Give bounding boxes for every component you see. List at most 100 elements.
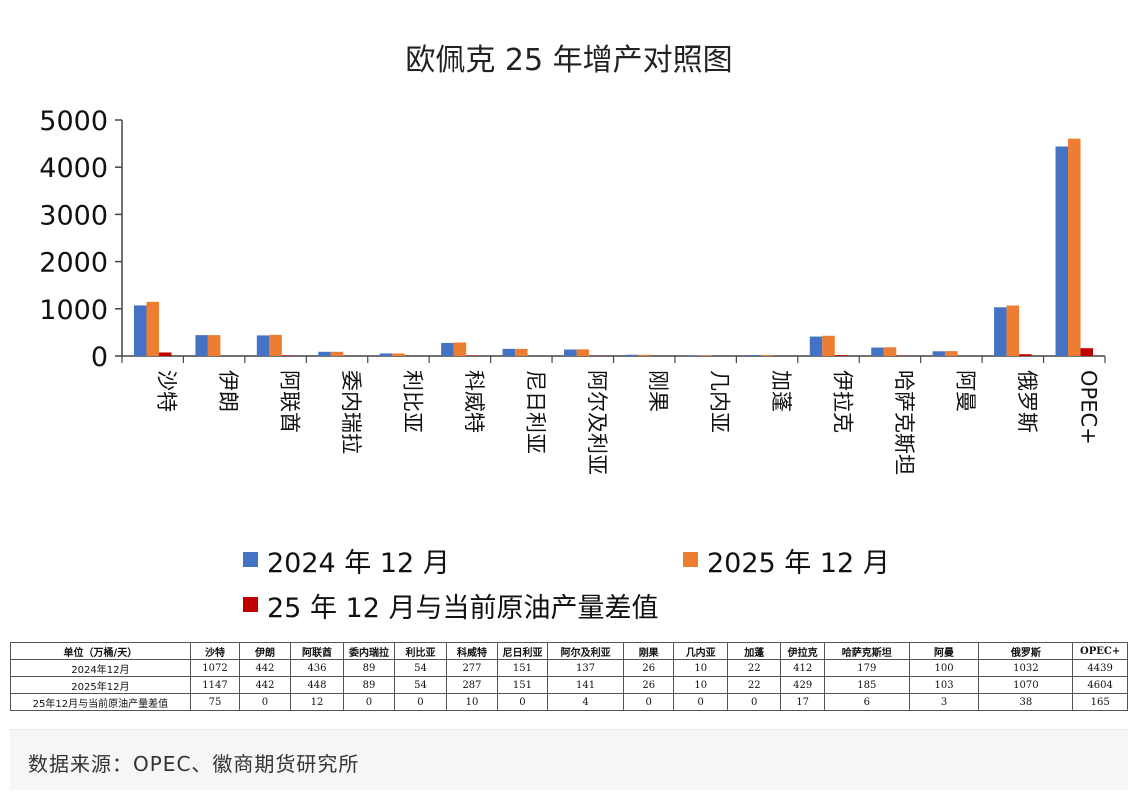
x-tick-label: 阿联酋: [278, 370, 302, 433]
bar: [1006, 305, 1020, 356]
bar: [564, 349, 577, 356]
legend-swatch: [683, 552, 698, 567]
table-column-header: 俄罗斯: [978, 642, 1074, 660]
y-tick-label: 2000: [39, 248, 108, 279]
bar: [883, 347, 897, 356]
table-cell: 0: [239, 693, 291, 711]
bar: [146, 301, 159, 356]
bar: [625, 354, 638, 356]
table-cell: 0: [496, 693, 549, 711]
table-cell: 38: [978, 693, 1074, 711]
y-tick-label: 5000: [39, 106, 108, 137]
y-tick-label: 3000: [39, 200, 108, 231]
bar-chart: 欧佩克 25 年增产对照图 0 1000 2000 3000 4000 5000 沙特 伊朗…: [39, 43, 1106, 624]
table-cell: 89: [343, 676, 395, 694]
table-cell: 179: [823, 659, 910, 677]
table-cell: 6: [823, 693, 910, 711]
table-cell: 22: [726, 676, 782, 694]
bar: [834, 355, 848, 356]
table-column-header: 阿尔及利亚: [547, 642, 624, 660]
source-note: 数据来源：OPEC、徽商期货研究所: [28, 752, 360, 776]
y-tick-label: 0: [91, 342, 108, 373]
source-note-box: 数据来源：OPEC、徽商期货研究所: [10, 729, 1128, 790]
x-tick-label: OPEC+: [1076, 370, 1100, 445]
table-cell: 4439: [1072, 659, 1128, 677]
bar: [1055, 146, 1069, 356]
table-cell: 0: [393, 693, 448, 711]
bar: [515, 348, 528, 356]
x-tick-label: 俄罗斯: [1015, 370, 1039, 433]
table-cell: 165: [1072, 693, 1128, 711]
table-cell: 26: [622, 659, 675, 677]
legend-label: 2024 年 12 月: [267, 548, 450, 579]
table-cell: 10: [673, 676, 728, 694]
y-tick-label: 4000: [39, 153, 108, 184]
x-tick-label: 伊朗: [216, 370, 240, 412]
table-cell: 10: [673, 659, 728, 677]
bar: [1080, 348, 1094, 356]
chart-title: 欧佩克 25 年增产对照图: [405, 43, 732, 78]
bar: [822, 335, 835, 356]
table-cell: 1147: [189, 676, 241, 694]
x-tick-label: 尼日利亚: [523, 370, 547, 454]
bar: [392, 353, 405, 356]
table-column-header: 尼日利亚: [496, 642, 549, 660]
x-tick-label: 加蓬: [769, 370, 793, 412]
table-column-header: 哈萨克斯坦: [823, 642, 910, 660]
x-tick-label: 刚果: [646, 370, 670, 412]
table-cell: 429: [780, 676, 825, 694]
table-cell: 4: [547, 693, 624, 711]
bar: [318, 351, 331, 356]
table-column-header: 伊拉克: [780, 642, 825, 660]
bar: [994, 307, 1007, 356]
table-cell: 141: [547, 676, 624, 694]
table-cell: 89: [343, 659, 395, 677]
table-column-header: 几内亚: [673, 642, 728, 660]
x-tick-label: 沙特: [155, 370, 179, 412]
table-cell: 442: [239, 676, 291, 694]
bar: [256, 335, 270, 356]
table-cell: 100: [908, 659, 980, 677]
x-tick-label: 阿尔及利亚: [585, 370, 609, 475]
table-cell: 54: [393, 659, 448, 677]
table-cell: 151: [496, 659, 549, 677]
table-unit-header: 单位（万桶/天）: [10, 642, 191, 660]
table-cell: 436: [289, 659, 345, 677]
bar: [809, 336, 823, 356]
legend-swatch: [243, 552, 258, 567]
table-cell: 75: [189, 693, 241, 711]
legend-swatch: [243, 597, 258, 612]
table-cell: 0: [726, 693, 782, 711]
x-tick-labels: 沙特 伊朗 阿联酋 委内瑞拉 利比亚 科威特 尼日利亚 阿尔及利亚 刚果 几内亚 加蓬 伊拉克 哈萨克斯…: [155, 370, 1101, 475]
table-cell: 22: [726, 659, 782, 677]
x-tick-label: 科威特: [462, 370, 486, 433]
table-cell: 10: [446, 693, 498, 711]
bar: [502, 348, 516, 356]
legend-label: 25 年 12 月与当前原油产量差值: [267, 593, 658, 624]
table-cell: 0: [673, 693, 728, 711]
bar: [453, 342, 467, 356]
bar: [637, 354, 651, 356]
bar: [945, 351, 958, 356]
bar: [871, 347, 884, 356]
bar: [133, 305, 147, 356]
table-cell: 151: [496, 676, 549, 694]
table-cell: 287: [446, 676, 498, 694]
table-row-label: 2025年12月: [10, 676, 191, 694]
table-cell: 1072: [189, 659, 241, 677]
bar: [379, 353, 393, 356]
bar: [441, 342, 454, 356]
table-cell: 0: [343, 693, 395, 711]
table-cell: 17: [780, 693, 825, 711]
table-column-header: 利比亚: [393, 642, 448, 660]
bar: [195, 335, 208, 356]
table-cell: 412: [780, 659, 825, 677]
bar: [576, 349, 590, 356]
table-cell: 26: [622, 676, 675, 694]
table-row: 25年12月与当前原油产量差值 75 0 12 0 0 10 0 4 0 0 0 17 6 3 38 165: [10, 693, 1128, 711]
bar: [932, 351, 946, 356]
x-tick-label: 哈萨克斯坦: [892, 370, 916, 475]
chart-bars: [133, 138, 1094, 356]
bar: [330, 351, 344, 356]
table-header-row: 单位（万桶/天） 沙特 伊朗 阿联酋 委内瑞拉 利比亚 科威特 尼日利亚 阿尔及利亚 刚果 几内亚加…: [10, 642, 1128, 660]
